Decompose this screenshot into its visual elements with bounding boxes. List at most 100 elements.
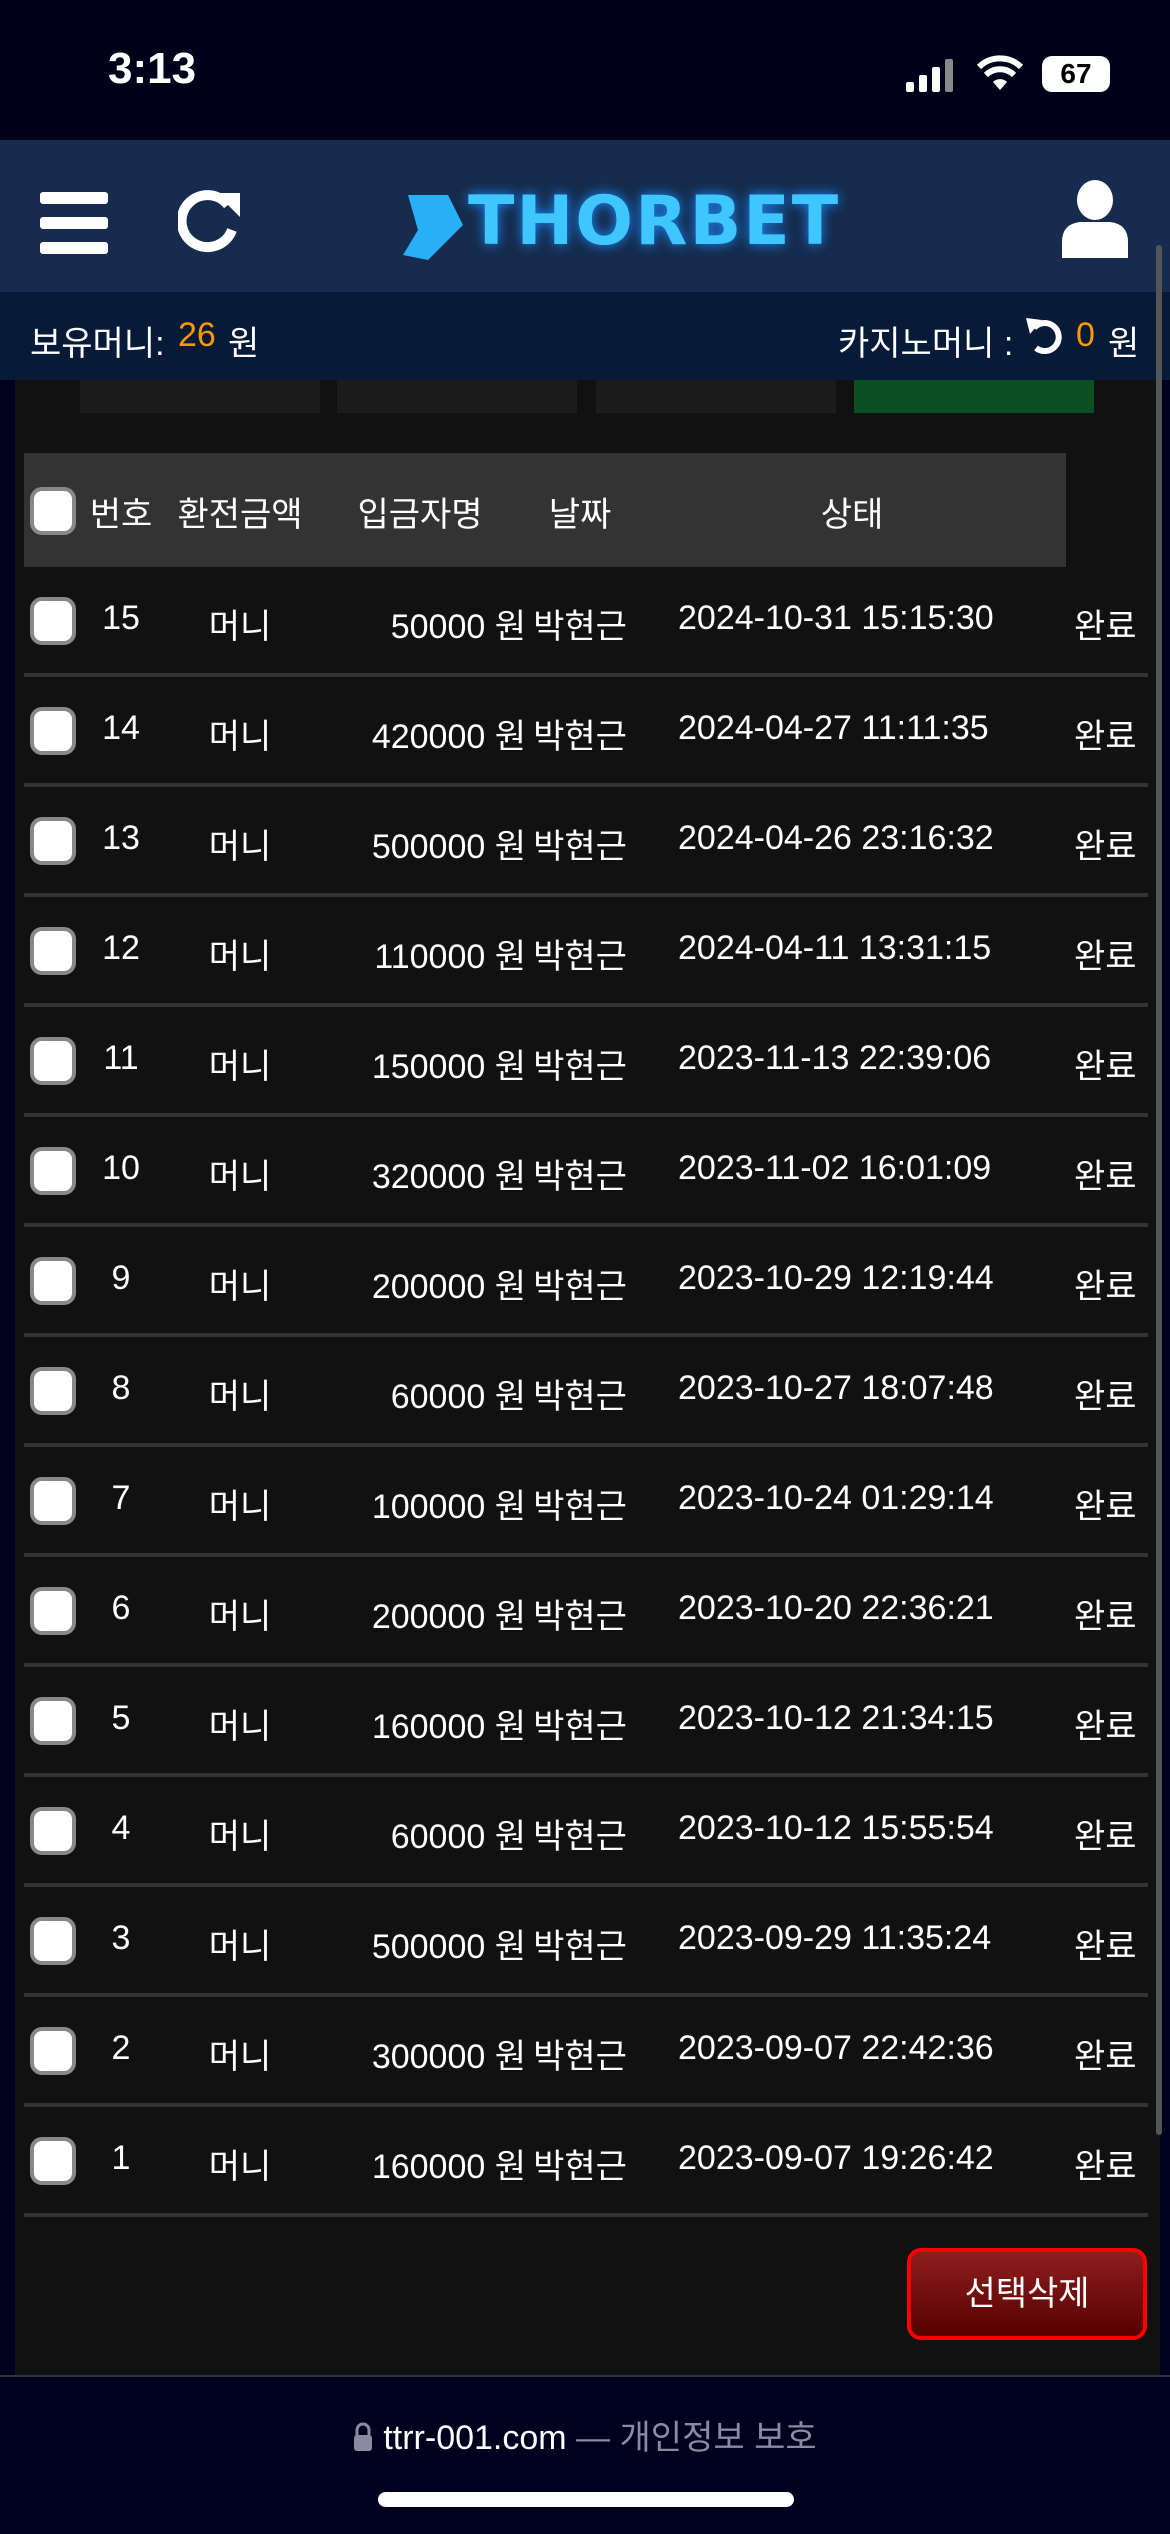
row-divider (24, 2103, 1148, 2107)
row-date: 2023-10-20 22:36:21 (678, 1589, 994, 1627)
row-checkbox[interactable] (30, 2137, 76, 2185)
row-divider (24, 1883, 1148, 1887)
row-date: 2023-10-24 01:29:14 (678, 1479, 994, 1517)
row-status: 완료 (1074, 1708, 1137, 1746)
delete-selected-button[interactable]: 선택삭제 (907, 2248, 1147, 2340)
row-number: 12 (102, 929, 140, 967)
row-checkbox[interactable] (30, 2027, 76, 2075)
row-number: 14 (102, 709, 140, 747)
row-number: 15 (102, 599, 140, 637)
tab-1[interactable] (80, 380, 320, 413)
row-checkbox[interactable] (30, 1917, 76, 1965)
logo[interactable]: THORBET (468, 182, 841, 261)
row-amount: 500000 원 (371, 1928, 526, 1966)
row-status: 완료 (1074, 1598, 1137, 1636)
table-row: 8 머니 60000 원 박현근 2023-10-27 18:07:48 완료 (24, 1337, 1148, 1447)
row-status: 완료 (1074, 608, 1137, 646)
row-date: 2023-10-27 18:07:48 (678, 1369, 994, 1407)
row-checkbox[interactable] (30, 1037, 76, 1085)
row-number: 11 (103, 1039, 139, 1077)
table-row: 6 머니 200000 원 박현근 2023-10-20 22:36:21 완료 (24, 1557, 1148, 1667)
table-row: 7 머니 100000 원 박현근 2023-10-24 01:29:14 완료 (24, 1447, 1148, 1557)
table-row: 3 머니 500000 원 박현근 2023-09-29 11:35:24 완료 (24, 1887, 1148, 1997)
row-status: 완료 (1074, 1928, 1137, 1966)
row-type: 머니 (208, 1378, 272, 1416)
row-checkbox[interactable] (30, 597, 76, 645)
header-date: 날짜 (548, 495, 612, 535)
row-checkbox[interactable] (30, 707, 76, 755)
row-status: 완료 (1074, 2148, 1137, 2186)
row-depositor: 박현근 (533, 938, 627, 976)
row-type: 머니 (208, 1928, 272, 1966)
home-indicator[interactable] (378, 2492, 794, 2507)
row-type: 머니 (208, 718, 272, 756)
header-amount: 환전금액 (177, 495, 303, 535)
row-depositor: 박현근 (533, 2038, 627, 2076)
row-number: 2 (111, 2029, 131, 2067)
header-depositor: 입금자명 (357, 495, 483, 535)
row-date: 2023-11-13 22:39:06 (678, 1039, 992, 1077)
url-bar[interactable]: ttrr-001.com — 개인정보 보호 (0, 2410, 1170, 2459)
row-type: 머니 (208, 1818, 272, 1856)
row-amount: 200000 원 (371, 1268, 526, 1306)
hamburger-icon[interactable] (40, 192, 108, 254)
row-amount: 150000 원 (371, 1048, 526, 1086)
url-separator: — (576, 2419, 611, 2457)
row-amount: 300000 원 (371, 2038, 526, 2076)
tab-3[interactable] (596, 380, 836, 413)
row-date: 2024-10-31 15:15:30 (678, 599, 994, 637)
clock: 3:13 (108, 44, 197, 93)
row-depositor: 박현근 (533, 1928, 627, 1966)
balance-bar: 보유머니: 26 원 카지노머니 : 0 원 (0, 292, 1170, 380)
row-checkbox[interactable] (30, 1257, 76, 1305)
lock-icon (354, 2422, 373, 2451)
row-checkbox[interactable] (30, 817, 76, 865)
row-number: 6 (111, 1589, 131, 1627)
casino-refresh-icon[interactable] (1026, 316, 1062, 356)
row-date: 2024-04-11 13:31:15 (678, 929, 992, 967)
row-checkbox[interactable] (30, 1477, 76, 1525)
refresh-icon[interactable] (178, 185, 242, 255)
row-checkbox[interactable] (30, 1697, 76, 1745)
table-row: 13 머니 500000 원 박현근 2024-04-26 23:16:32 완료 (24, 787, 1148, 897)
row-number: 3 (111, 1919, 131, 1957)
row-status: 완료 (1074, 1268, 1137, 1306)
row-type: 머니 (208, 938, 272, 976)
status-bar (0, 0, 1170, 140)
row-amount: 160000 원 (371, 1708, 526, 1746)
row-checkbox[interactable] (30, 1587, 76, 1635)
row-status: 완료 (1074, 718, 1137, 756)
row-amount: 60000 원 (390, 1378, 526, 1416)
row-number: 13 (102, 819, 140, 857)
row-status: 완료 (1074, 938, 1137, 976)
user-icon[interactable] (1060, 180, 1130, 258)
tab-2[interactable] (337, 380, 577, 413)
row-amount: 500000 원 (371, 828, 526, 866)
row-checkbox[interactable] (30, 1147, 76, 1195)
row-number: 5 (111, 1699, 131, 1737)
row-depositor: 박현근 (533, 1488, 627, 1526)
row-divider (24, 1993, 1148, 1997)
row-depositor: 박현근 (533, 718, 627, 756)
row-divider (24, 1333, 1148, 1337)
row-divider (24, 2213, 1148, 2217)
tab-4-active[interactable] (854, 380, 1094, 413)
row-divider (24, 1003, 1148, 1007)
row-type: 머니 (208, 1048, 272, 1086)
row-checkbox[interactable] (30, 1807, 76, 1855)
table-header: 번호 환전금액 입금자명 날짜 상태 (24, 453, 1066, 567)
row-depositor: 박현근 (533, 1708, 627, 1746)
url-text: ttrr-001.com (383, 2419, 567, 2457)
row-divider (24, 783, 1148, 787)
row-number: 7 (111, 1479, 131, 1517)
row-divider (24, 1223, 1148, 1227)
row-depositor: 박현근 (533, 1268, 627, 1306)
row-checkbox[interactable] (30, 1367, 76, 1415)
row-checkbox[interactable] (30, 927, 76, 975)
row-type: 머니 (208, 1488, 272, 1526)
scrollbar[interactable] (1156, 245, 1162, 2135)
row-date: 2023-10-12 21:34:15 (678, 1699, 994, 1737)
casino-balance-value: 0 (1076, 316, 1095, 354)
row-depositor: 박현근 (533, 1378, 627, 1416)
select-all-checkbox[interactable] (30, 487, 76, 535)
